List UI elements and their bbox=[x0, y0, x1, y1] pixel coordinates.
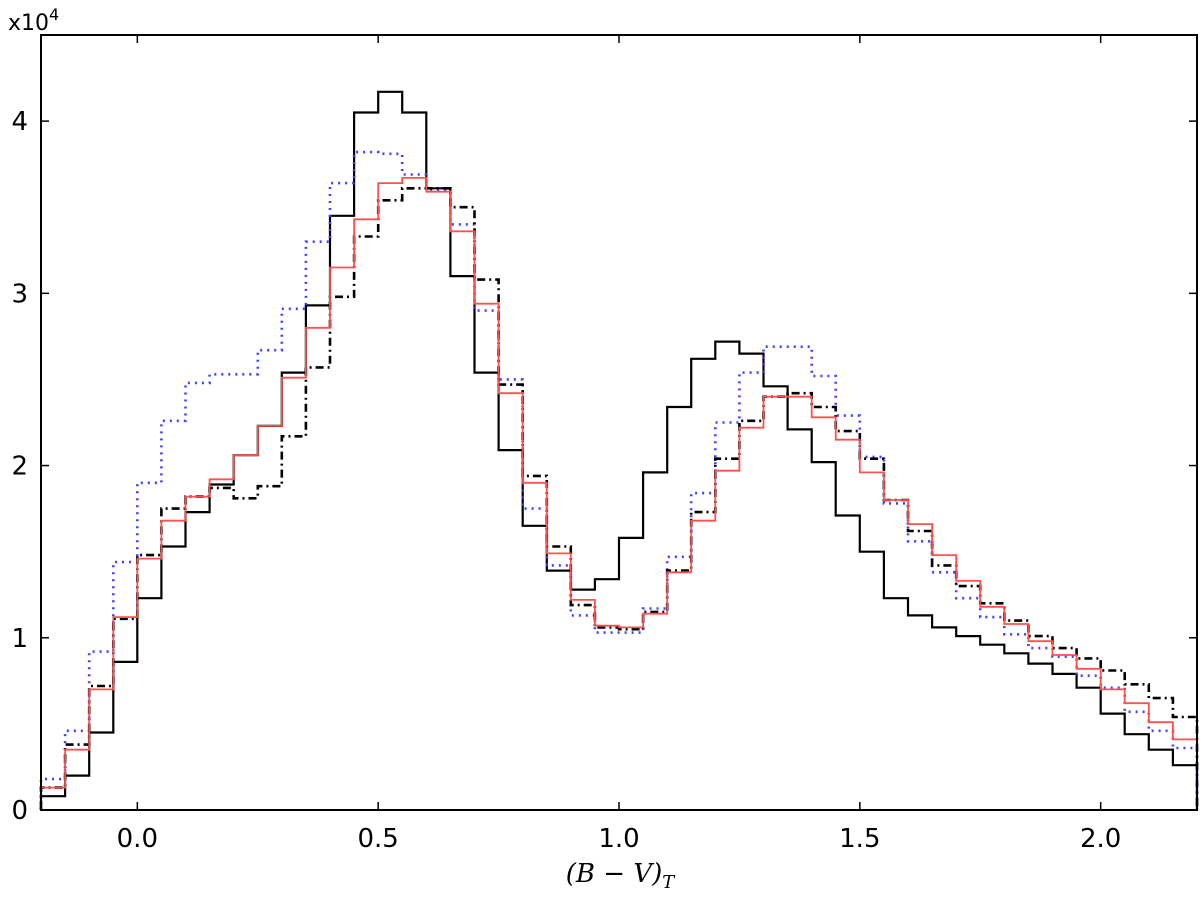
y-axis-multiplier: x104 bbox=[8, 5, 59, 36]
y-tick-label: 4 bbox=[11, 107, 28, 137]
x-tick-label: 0.5 bbox=[357, 824, 398, 854]
y-tick-label: 1 bbox=[11, 624, 28, 654]
series-0-step-line bbox=[39, 90, 1199, 810]
y-tick-label: 3 bbox=[11, 279, 28, 309]
y-tick-label: 0 bbox=[11, 796, 28, 826]
plot-frame bbox=[40, 34, 1198, 811]
series-3-step-line bbox=[40, 177, 1198, 810]
y-multiplier-exponent: 4 bbox=[49, 5, 59, 24]
x-tick-label: 2.0 bbox=[1080, 824, 1121, 854]
series-1-step-line bbox=[39, 150, 1199, 810]
x-tick-label: 0.0 bbox=[117, 824, 158, 854]
x-tick-label: 1.5 bbox=[839, 824, 880, 854]
y-multiplier-base: x10 bbox=[8, 11, 49, 36]
series-layer bbox=[39, 90, 1199, 810]
labels-layer: 0.0 0.5 1.0 1.5 2.0 0 1 2 3 4 bbox=[11, 107, 1121, 854]
ticks-layer bbox=[41, 35, 1197, 811]
x-axis-label-sub: T bbox=[662, 872, 676, 893]
x-tick-label: 1.0 bbox=[598, 824, 639, 854]
y-tick-label: 2 bbox=[11, 452, 28, 482]
x-axis-label-main: (B − V) bbox=[566, 859, 662, 889]
series-2-step-line bbox=[39, 187, 1199, 810]
x-axis-label: (B − V)T bbox=[566, 859, 676, 893]
